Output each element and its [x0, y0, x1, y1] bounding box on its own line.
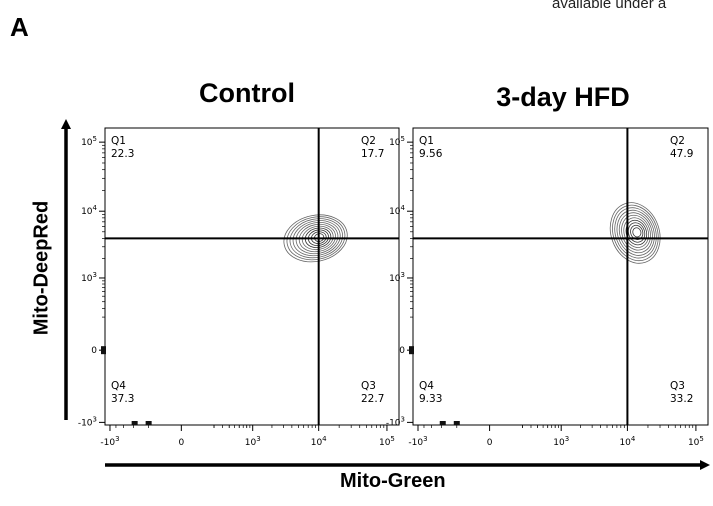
edge-events: [453, 421, 460, 425]
panel-title-control: Control: [199, 78, 295, 108]
x-tick-label: 103: [553, 435, 569, 448]
quadrant-name-q2: Q2: [670, 135, 685, 147]
contour-line: [307, 229, 329, 246]
quadrant-name-q2: Q2: [361, 135, 376, 147]
panel-1: -103 0 103 104 105 105 104 103 0 -103 Q19.56 Q247.9…: [386, 127, 709, 448]
y-tick-label: 105: [81, 135, 97, 148]
y-tick-label: 103: [389, 271, 405, 284]
edge-events: [131, 421, 138, 425]
x-tick-label: -103: [100, 435, 119, 448]
y-tick-label: 105: [389, 135, 405, 148]
contour-line: [627, 222, 646, 243]
y-tick-label: 103: [81, 271, 97, 284]
contour-line: [612, 204, 659, 262]
x-tick-label: 0: [178, 438, 184, 448]
y-tick-label: 0: [399, 346, 405, 356]
quadrant-value-q2: 17.7: [361, 148, 384, 160]
contour-line: [286, 216, 346, 261]
x-tick-label: 105: [688, 435, 704, 448]
contour-line: [283, 214, 348, 263]
quadrant-value-q3: 22.7: [361, 393, 384, 405]
contour-line: [289, 218, 343, 259]
quadrant-value-q1: 22.3: [111, 148, 134, 160]
contour-line: [304, 227, 332, 249]
quadrant-value-q2: 47.9: [670, 148, 693, 160]
quadrant-name-q1: Q1: [111, 135, 126, 147]
x-tick-label: 0: [487, 438, 493, 448]
contour-line: [298, 223, 336, 253]
quadrant-value-q4: 9.33: [419, 393, 442, 405]
x-tick-label: 103: [245, 435, 261, 448]
edge-events: [145, 421, 152, 425]
y-tick-label: 0: [91, 346, 97, 356]
quadrant-value-q3: 33.2: [670, 393, 693, 405]
header-note: available under a: [552, 0, 667, 12]
edge-events: [409, 346, 414, 355]
x-tick-label: 104: [619, 435, 635, 448]
quadrant-name-q3: Q3: [361, 380, 376, 392]
x-tick-label: 104: [311, 435, 327, 448]
quadrant-name-q1: Q1: [419, 135, 434, 147]
quadrant-value-q1: 9.56: [419, 148, 443, 160]
plot-frame: [104, 127, 400, 426]
contour-line: [292, 220, 341, 257]
panel-title-hfd: 3-day HFD: [496, 82, 630, 112]
y-tick-label: -103: [386, 415, 405, 428]
contour-line: [623, 217, 650, 248]
quadrant-name-q3: Q3: [670, 380, 685, 392]
y-tick-label: -103: [78, 415, 97, 428]
x-tick-label: 105: [379, 435, 395, 448]
contour-line: [609, 202, 661, 264]
contour-line: [614, 207, 657, 259]
quadrant-name-q4: Q4: [111, 380, 126, 392]
y-tick-label: 104: [81, 204, 97, 217]
quadrant-name-q4: Q4: [419, 380, 434, 392]
x-axis-title: Mito-Green: [340, 470, 446, 492]
panel-letter: A: [10, 12, 29, 42]
edge-events: [101, 346, 106, 355]
edge-events: [439, 421, 446, 425]
y-tick-label: 104: [389, 204, 405, 217]
contour-line: [295, 221, 339, 255]
contour-line: [632, 227, 642, 238]
contour-line: [301, 225, 334, 251]
plot-frame: [412, 127, 709, 426]
x-tick-label: -103: [408, 435, 427, 448]
quadrant-value-q4: 37.3: [111, 393, 134, 405]
